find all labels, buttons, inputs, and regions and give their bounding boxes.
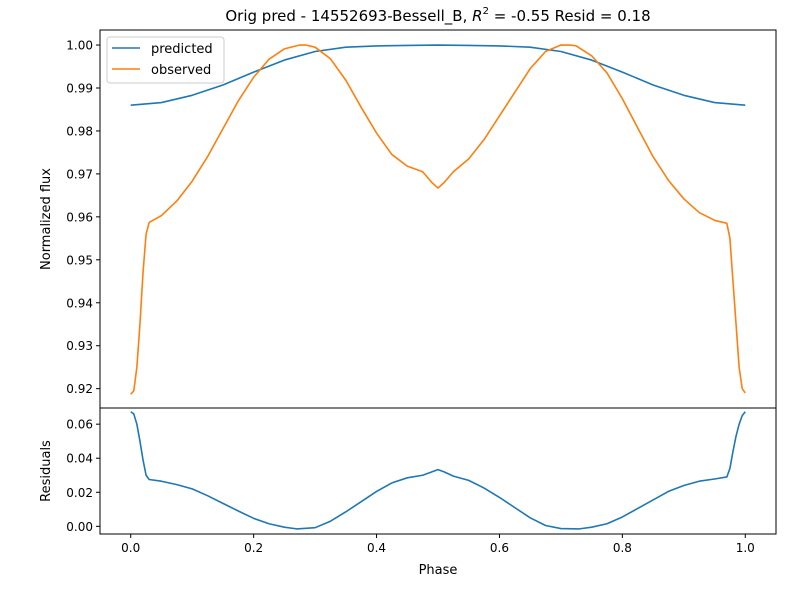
phase-x-tick-label: 0.0	[121, 541, 140, 555]
phase-x-tick-label: 0.2	[244, 541, 263, 555]
flux-y-ticks: 0.92 0.93 0.94 0.95 0.96 0.97 0.98 0.99 1.00	[66, 39, 100, 396]
flux-line-observed	[130, 44, 746, 395]
flux-y-tick-label: 0.98	[66, 124, 93, 138]
flux-y-tick-label: 0.92	[66, 382, 93, 396]
flux-y-tick-label: 0.99	[66, 81, 93, 95]
phase-x-axis-label: Phase	[419, 563, 458, 578]
flux-panel: 0.92 0.93 0.94 0.95 0.96 0.97 0.98 0.99 1.00 Nor…	[39, 29, 777, 409]
phase-x-tick-label: 1.0	[736, 541, 755, 555]
flux-y-tick-label: 1.00	[66, 39, 93, 53]
phase-x-tick-label: 0.4	[367, 541, 386, 555]
residuals-y-tick-label: 0.02	[66, 486, 93, 500]
residuals-panel: 0.00 0.02 0.04 0.06 0.0 0.2 0.4 0.6 0.8 1.0 Resi…	[39, 407, 777, 578]
flux-series-group	[130, 44, 746, 395]
residuals-y-tick-label: 0.06	[66, 418, 93, 432]
residuals-y-tick-label: 0.04	[66, 452, 93, 466]
title-prefix: Orig pred - 14552693-Bessell_B,	[225, 7, 472, 26]
residuals-y-axis-label: Residuals	[39, 440, 54, 502]
legend: predicted observed	[106, 36, 225, 84]
legend-label-predicted: predicted	[151, 42, 213, 57]
phase-x-tick-label: 0.6	[490, 541, 509, 555]
chart-title: Orig pred - 14552693-Bessell_B, R2 = -0.…	[225, 6, 650, 26]
phase-x-ticks: 0.0 0.2 0.4 0.6 0.8 1.0	[121, 534, 755, 555]
flux-y-tick-label: 0.93	[66, 339, 93, 353]
residuals-panel-frame	[99, 407, 777, 535]
flux-y-tick-label: 0.96	[66, 210, 93, 224]
flux-y-axis-label: Normalized flux	[39, 168, 54, 270]
residuals-line-residuals	[130, 411, 746, 530]
residuals-y-ticks: 0.00 0.02 0.04 0.06	[66, 418, 100, 534]
flux-y-tick-label: 0.97	[66, 167, 93, 181]
flux-line-predicted	[130, 44, 746, 106]
flux-y-tick-label: 0.95	[66, 253, 93, 267]
flux-y-tick-label: 0.94	[66, 296, 93, 310]
residuals-y-tick-label: 0.00	[66, 520, 93, 534]
title-r2-symbol: R	[472, 7, 482, 25]
phase-x-tick-label: 0.8	[613, 541, 632, 555]
title-r2-superscript: 2	[483, 6, 489, 17]
residuals-series-group	[130, 411, 746, 530]
legend-label-observed: observed	[151, 63, 211, 78]
title-suffix: = -0.55 Resid = 0.18	[489, 7, 651, 25]
